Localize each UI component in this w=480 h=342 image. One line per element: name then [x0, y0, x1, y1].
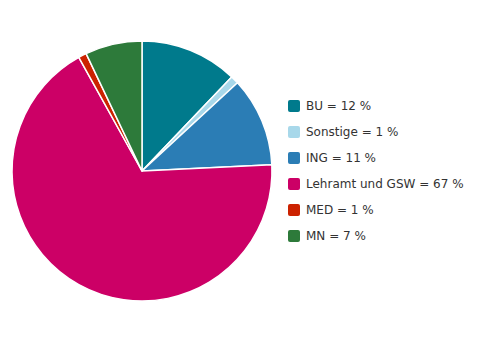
legend-swatch — [288, 178, 300, 190]
legend-label: ING = 11 % — [306, 151, 376, 165]
legend-swatch — [288, 230, 300, 242]
legend-swatch — [288, 152, 300, 164]
legend-label: MN = 7 % — [306, 229, 366, 243]
legend-swatch — [288, 126, 300, 138]
legend-label: MED = 1 % — [306, 203, 374, 217]
legend-swatch — [288, 100, 300, 112]
chart: BU = 12 % Sonstige = 1 % ING = 11 % Lehramt… — [0, 0, 480, 342]
pie-slice — [142, 83, 272, 171]
legend-label: BU = 12 % — [306, 99, 371, 113]
pie-slice — [86, 41, 142, 171]
legend-label: Sonstige = 1 % — [306, 125, 398, 139]
legend-swatch — [288, 204, 300, 216]
legend-label: Lehramt und GSW = 67 % — [306, 177, 464, 191]
legend: BU = 12 % Sonstige = 1 % ING = 11 % Lehramt… — [288, 99, 464, 243]
pie — [12, 41, 272, 301]
